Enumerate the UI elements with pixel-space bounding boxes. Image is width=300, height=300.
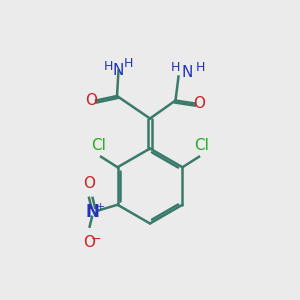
Text: O: O xyxy=(85,93,98,108)
Text: H: H xyxy=(123,57,133,70)
Text: Cl: Cl xyxy=(91,138,106,153)
Text: Cl: Cl xyxy=(194,138,209,153)
Text: H: H xyxy=(195,61,205,74)
Text: O: O xyxy=(84,176,96,191)
Text: −: − xyxy=(91,233,101,246)
Text: H: H xyxy=(103,60,113,74)
Text: O: O xyxy=(84,235,96,250)
Text: N: N xyxy=(85,203,99,221)
Text: H: H xyxy=(171,61,180,74)
Text: N: N xyxy=(181,65,193,80)
Text: +: + xyxy=(95,202,105,212)
Text: O: O xyxy=(194,96,206,111)
Text: N: N xyxy=(113,63,124,78)
